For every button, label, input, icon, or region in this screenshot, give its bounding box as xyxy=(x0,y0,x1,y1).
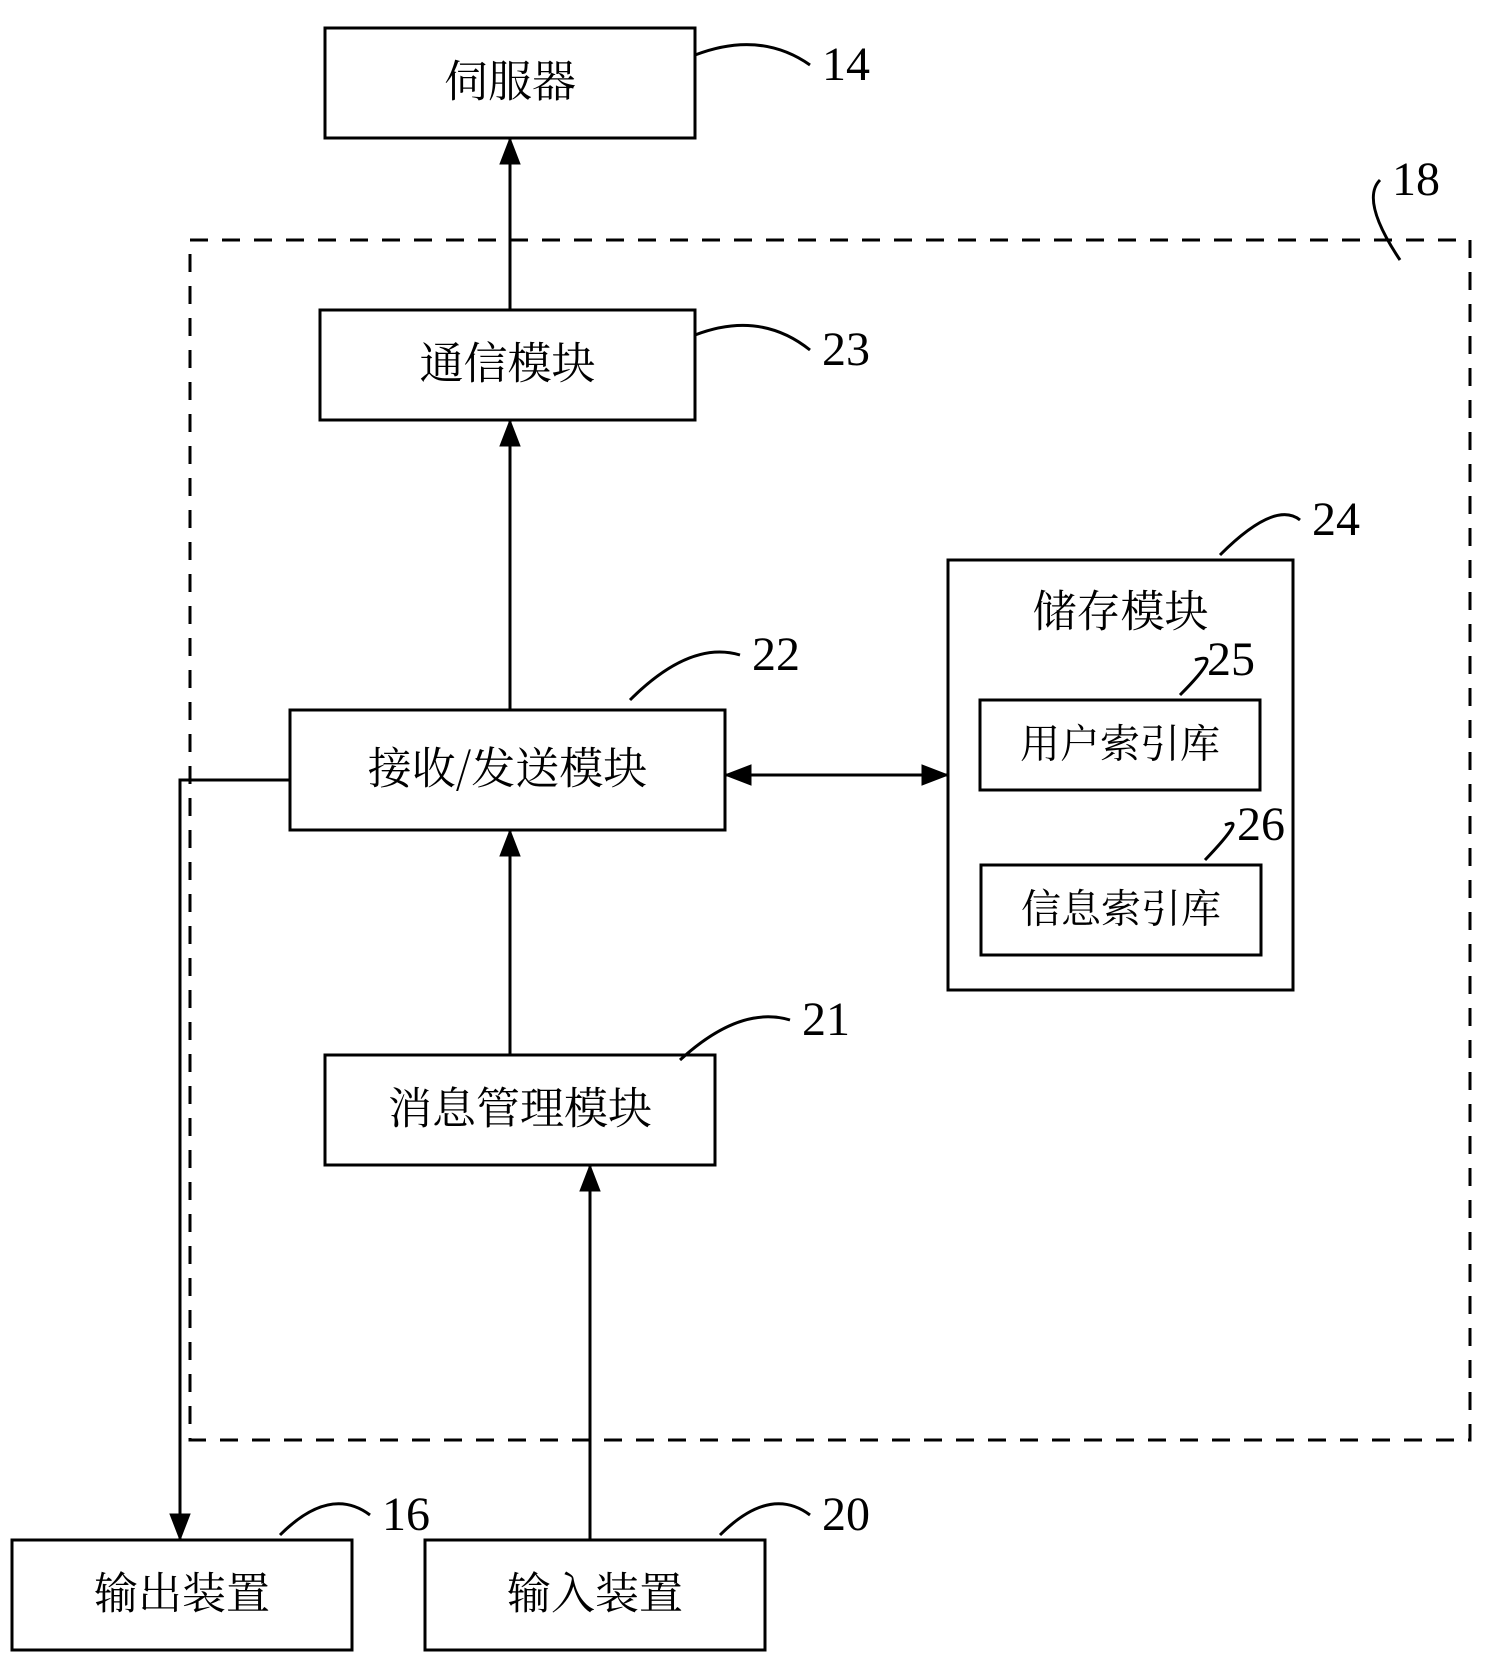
edge-txrx_to_output xyxy=(180,780,290,1540)
label-useridx: 用户索引库 xyxy=(1020,712,1220,769)
label-input: 输入装置 xyxy=(507,1557,683,1621)
label-storage: 储存模块 xyxy=(1033,575,1209,639)
label-server: 伺服器 xyxy=(444,45,576,109)
label-txrx: 接收/发送模块 xyxy=(368,732,648,796)
svg-text:25: 25 xyxy=(1207,633,1255,686)
svg-text:22: 22 xyxy=(752,628,800,681)
svg-text:24: 24 xyxy=(1312,493,1360,546)
svg-text:18: 18 xyxy=(1392,153,1440,206)
svg-text:14: 14 xyxy=(822,38,870,91)
svg-text:23: 23 xyxy=(822,323,870,376)
svg-text:20: 20 xyxy=(822,1488,870,1541)
label-msgmgr: 消息管理模块 xyxy=(388,1072,652,1136)
label-comm: 通信模块 xyxy=(420,327,596,391)
svg-text:26: 26 xyxy=(1237,798,1285,851)
svg-text:16: 16 xyxy=(382,1488,430,1541)
label-output: 输出装置 xyxy=(94,1557,270,1621)
label-infoidx: 信息索引库 xyxy=(1021,877,1221,934)
svg-text:21: 21 xyxy=(802,993,850,1046)
